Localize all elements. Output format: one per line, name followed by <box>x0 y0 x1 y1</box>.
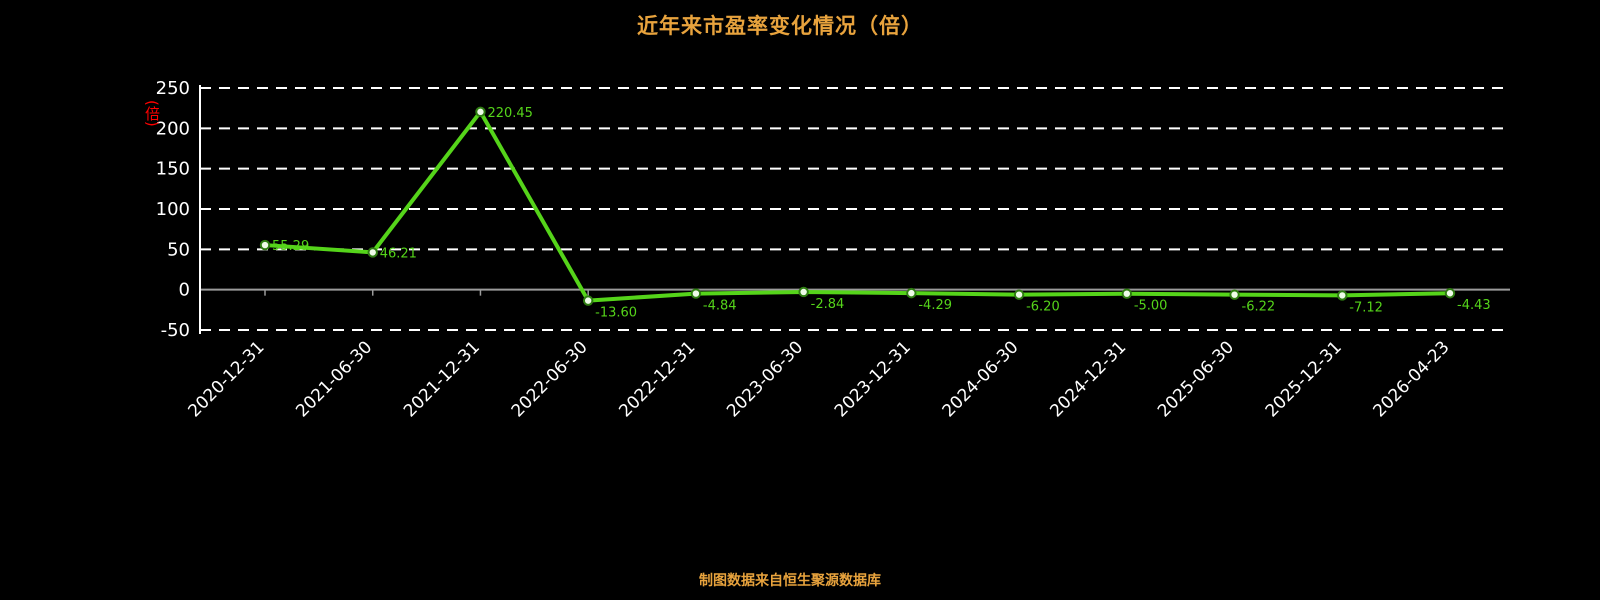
data-point-label: -4.29 <box>918 298 952 313</box>
data-point <box>1337 290 1348 301</box>
data-point-label: -2.84 <box>811 297 845 312</box>
y-tick-label: 0 <box>179 280 190 301</box>
y-tick-label: -50 <box>161 320 190 341</box>
y-axis-unit-label: (倍) <box>143 100 161 127</box>
y-tick-label: 200 <box>156 118 190 139</box>
data-point <box>1229 289 1240 300</box>
x-tick-label: 2023-06-30 <box>723 337 807 421</box>
x-tick-label: 2020-12-31 <box>185 337 269 421</box>
x-tick-label: 2021-12-31 <box>400 337 484 421</box>
y-tick-label: 250 <box>156 78 190 99</box>
data-point-label: -4.84 <box>703 299 737 314</box>
x-tick-label: 2022-06-30 <box>508 337 592 421</box>
data-point <box>1444 288 1456 299</box>
y-tick-label: 150 <box>156 159 190 180</box>
data-point-label: -5.00 <box>1134 299 1168 314</box>
data-point <box>1121 288 1133 299</box>
x-tick-label: 2024-12-31 <box>1046 337 1130 421</box>
data-point <box>690 288 702 299</box>
data-point <box>798 286 809 298</box>
data-point-label: -6.20 <box>1026 300 1060 315</box>
data-point <box>475 106 486 118</box>
data-point <box>1013 289 1025 300</box>
data-point-label: -7.12 <box>1349 300 1383 315</box>
data-point-label: -6.22 <box>1242 300 1276 315</box>
x-tick-label: 2026-04-23 <box>1370 337 1454 421</box>
data-point-label: 55.29 <box>272 239 309 254</box>
data-point-label: -4.43 <box>1457 298 1491 313</box>
data-point-label: 220.45 <box>487 106 533 121</box>
x-tick-label: 2021-06-30 <box>292 337 376 421</box>
chart-footer-source: 制图数据来自恒生聚源数据库 <box>699 573 881 589</box>
x-tick-label: 2023-12-31 <box>831 337 915 421</box>
data-point <box>259 239 271 251</box>
data-point <box>906 287 917 299</box>
chart-title: 近年来市盈率变化情况（倍） <box>637 14 923 38</box>
data-point-label: -13.60 <box>595 306 637 321</box>
x-tick-label: 2025-12-31 <box>1262 337 1346 421</box>
series-line <box>263 109 1452 303</box>
data-point-label: 46.21 <box>380 246 417 261</box>
y-tick-label: 50 <box>167 239 190 260</box>
x-tick-label: 2025-06-30 <box>1154 337 1238 421</box>
y-tick-label: 100 <box>156 199 190 220</box>
data-point <box>582 295 594 306</box>
x-tick-label: 2022-12-31 <box>615 337 699 421</box>
x-tick-label: 2024-06-30 <box>939 337 1023 421</box>
data-point <box>367 247 378 258</box>
